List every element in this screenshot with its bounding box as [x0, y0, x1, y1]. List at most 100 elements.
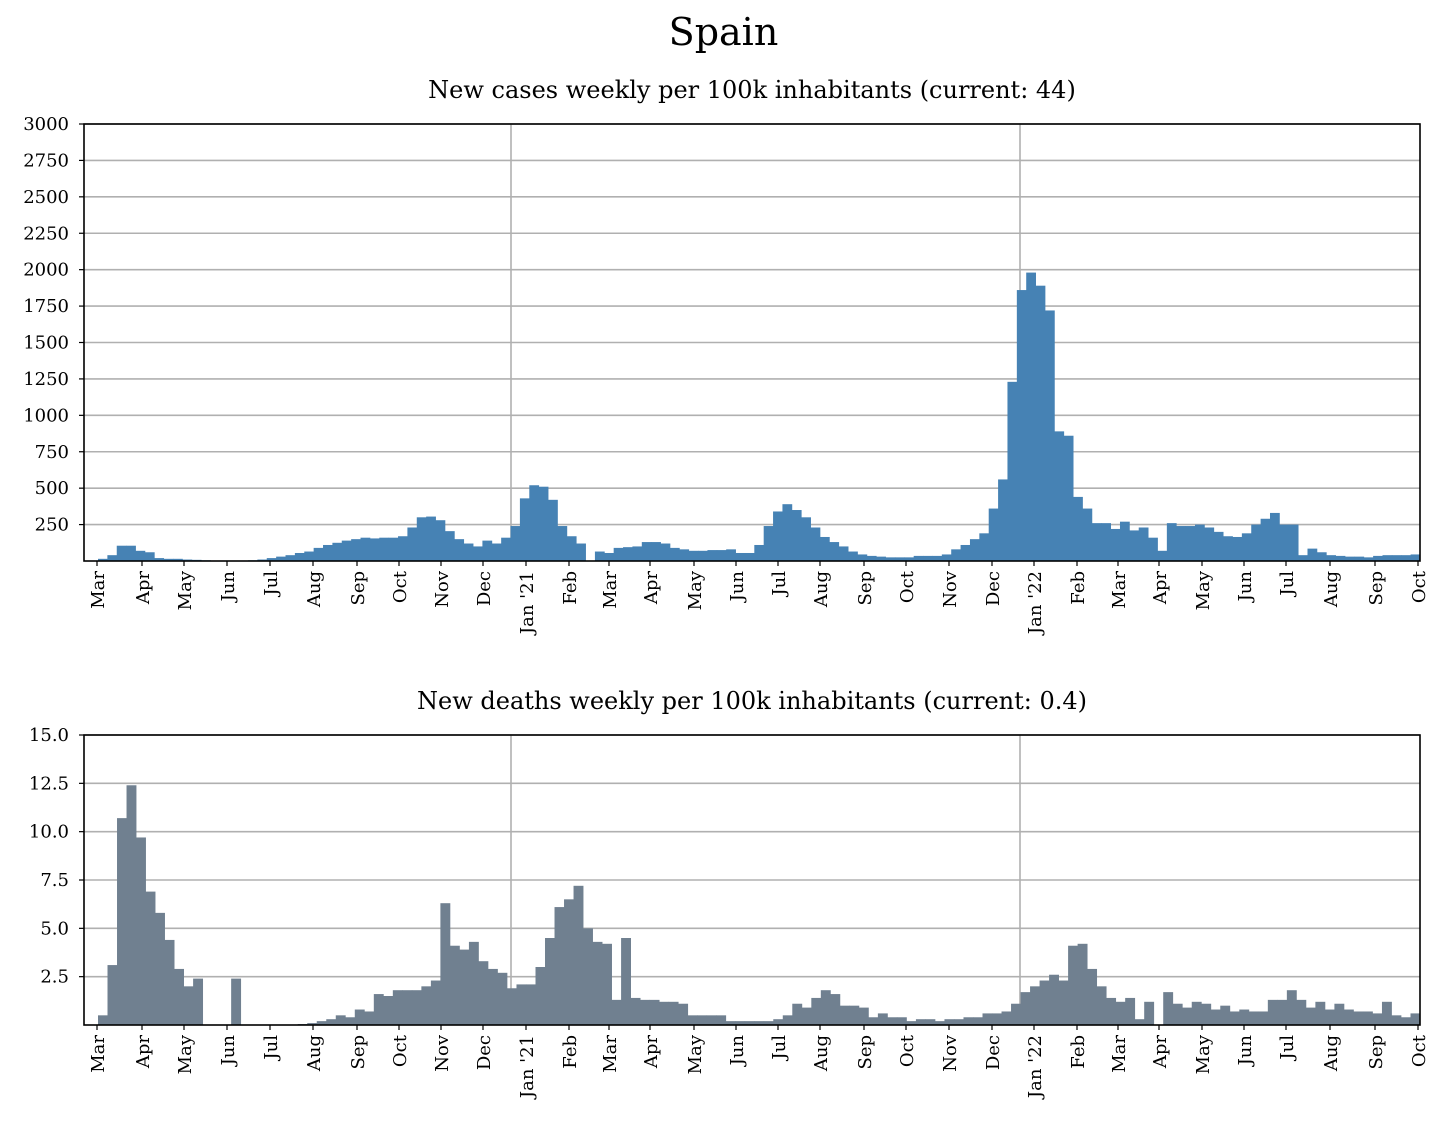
deaths-x-tick-label: Oct	[390, 1034, 411, 1067]
deaths-bar	[792, 1003, 803, 1025]
cases-bar	[923, 555, 933, 561]
cases-bar	[135, 550, 146, 561]
cases-bar	[979, 533, 990, 561]
deaths-bar	[1315, 1001, 1326, 1025]
cases-bar	[1091, 523, 1102, 561]
deaths-bar	[868, 1017, 879, 1025]
deaths-x-tick-label: Sep	[855, 1035, 876, 1070]
deaths-bar	[1210, 1009, 1221, 1025]
deaths-bar	[915, 1019, 926, 1025]
cases-x-tick-label: Apr	[1150, 571, 1171, 606]
deaths-chart-title: New deaths weekly per 100k inhabitants (…	[417, 687, 1087, 715]
cases-bar	[1213, 531, 1224, 561]
deaths-y-tick-label: 2.5	[40, 967, 69, 988]
cases-bar	[341, 540, 352, 561]
cases-bar	[276, 556, 286, 561]
cases-bar	[1101, 523, 1111, 561]
deaths-bar	[1001, 1011, 1012, 1025]
deaths-x-tick-label: Jan '21	[517, 1035, 538, 1100]
deaths-bar	[1191, 1001, 1202, 1025]
deaths-bar	[602, 943, 612, 1025]
deaths-x-tick-label: Jul	[261, 1035, 282, 1062]
deaths-bar	[402, 990, 413, 1025]
cases-bar	[501, 537, 511, 561]
cases-bar	[1232, 536, 1243, 561]
deaths-bar	[183, 986, 194, 1025]
deaths-bar	[449, 945, 460, 1025]
cases-bar	[379, 537, 390, 561]
deaths-bar	[839, 1005, 850, 1025]
deaths-bar	[906, 1021, 917, 1025]
cases-bar	[154, 558, 165, 561]
cases-x-tick-label: Feb	[560, 571, 581, 605]
deaths-bar	[592, 941, 603, 1025]
cases-bar	[1326, 555, 1337, 561]
deaths-bar	[392, 990, 403, 1025]
cases-bar	[763, 526, 774, 561]
deaths-bar	[497, 972, 508, 1025]
cases-bar	[613, 547, 624, 561]
cases-bar	[941, 554, 952, 561]
deaths-bar	[554, 907, 565, 1025]
cases-bar	[773, 511, 783, 561]
deaths-y-tick-label: 12.5	[29, 773, 69, 794]
cases-bar	[1119, 521, 1130, 561]
deaths-bar	[440, 903, 451, 1025]
cases-bar	[688, 550, 699, 561]
deaths-bar	[411, 990, 422, 1025]
cases-bar	[1354, 556, 1365, 561]
deaths-x-tick-label: Apr	[641, 1035, 662, 1070]
cases-bar	[1298, 555, 1308, 561]
deaths-bar	[525, 984, 536, 1025]
deaths-bar	[1400, 1017, 1411, 1025]
cases-bar	[1382, 555, 1393, 561]
deaths-bar	[1172, 1003, 1183, 1025]
deaths-bar	[383, 996, 394, 1025]
cases-bar	[369, 538, 380, 561]
cases-y-tick-label: 2500	[23, 187, 69, 208]
deaths-x-tick-label: Sep	[1366, 1035, 1387, 1070]
cases-bar	[1166, 523, 1177, 561]
cases-x-tick-label: Nov	[940, 570, 961, 608]
deaths-bar	[354, 1009, 365, 1025]
cases-x-tick-label: Mar	[88, 571, 109, 609]
cases-bar	[876, 556, 886, 561]
cases-bar	[398, 536, 408, 561]
deaths-bar	[1258, 1011, 1269, 1025]
deaths-y-tick-label: 7.5	[40, 870, 69, 891]
deaths-bar	[1277, 999, 1288, 1025]
deaths-bar	[1353, 1011, 1364, 1025]
deaths-x-tick-label: Mar	[600, 1035, 621, 1073]
cases-bar	[735, 552, 746, 561]
cases-bar	[388, 537, 399, 561]
cases-x-tick-label: Jun	[218, 571, 239, 604]
deaths-bar	[744, 1021, 755, 1025]
cases-bar	[529, 485, 540, 561]
deaths-bar	[98, 1015, 108, 1025]
cases-bar	[116, 545, 127, 561]
cases-bar	[1185, 526, 1196, 561]
cases-y-tick-label: 2000	[23, 260, 69, 281]
deaths-x-tick-label: Jan '22	[1025, 1035, 1046, 1100]
cases-bar	[510, 526, 521, 561]
deaths-bar	[1020, 992, 1031, 1025]
deaths-bar	[1134, 1019, 1145, 1025]
deaths-bar	[1324, 1009, 1335, 1025]
cases-bar	[698, 550, 708, 561]
cases-bar	[538, 486, 549, 561]
cases-bar	[294, 552, 305, 561]
cases-y-tick-label: 1750	[23, 296, 69, 317]
cases-x-tick-label: Oct	[1409, 570, 1430, 603]
cases-bar	[163, 558, 174, 561]
cases-bar	[604, 552, 615, 561]
cases-bar	[623, 547, 633, 561]
deaths-x-tick-label: Aug	[1321, 1035, 1342, 1072]
deaths-bar	[1011, 1003, 1021, 1025]
deaths-chart: New deaths weekly per 100k inhabitants (…	[29, 687, 1430, 1100]
deaths-bar	[706, 1015, 717, 1025]
deaths-bar	[573, 885, 584, 1025]
cases-x-tick-label: Dec	[983, 571, 1004, 606]
cases-bar	[426, 516, 436, 561]
deaths-bar	[944, 1019, 955, 1025]
deaths-bar	[1125, 997, 1136, 1025]
